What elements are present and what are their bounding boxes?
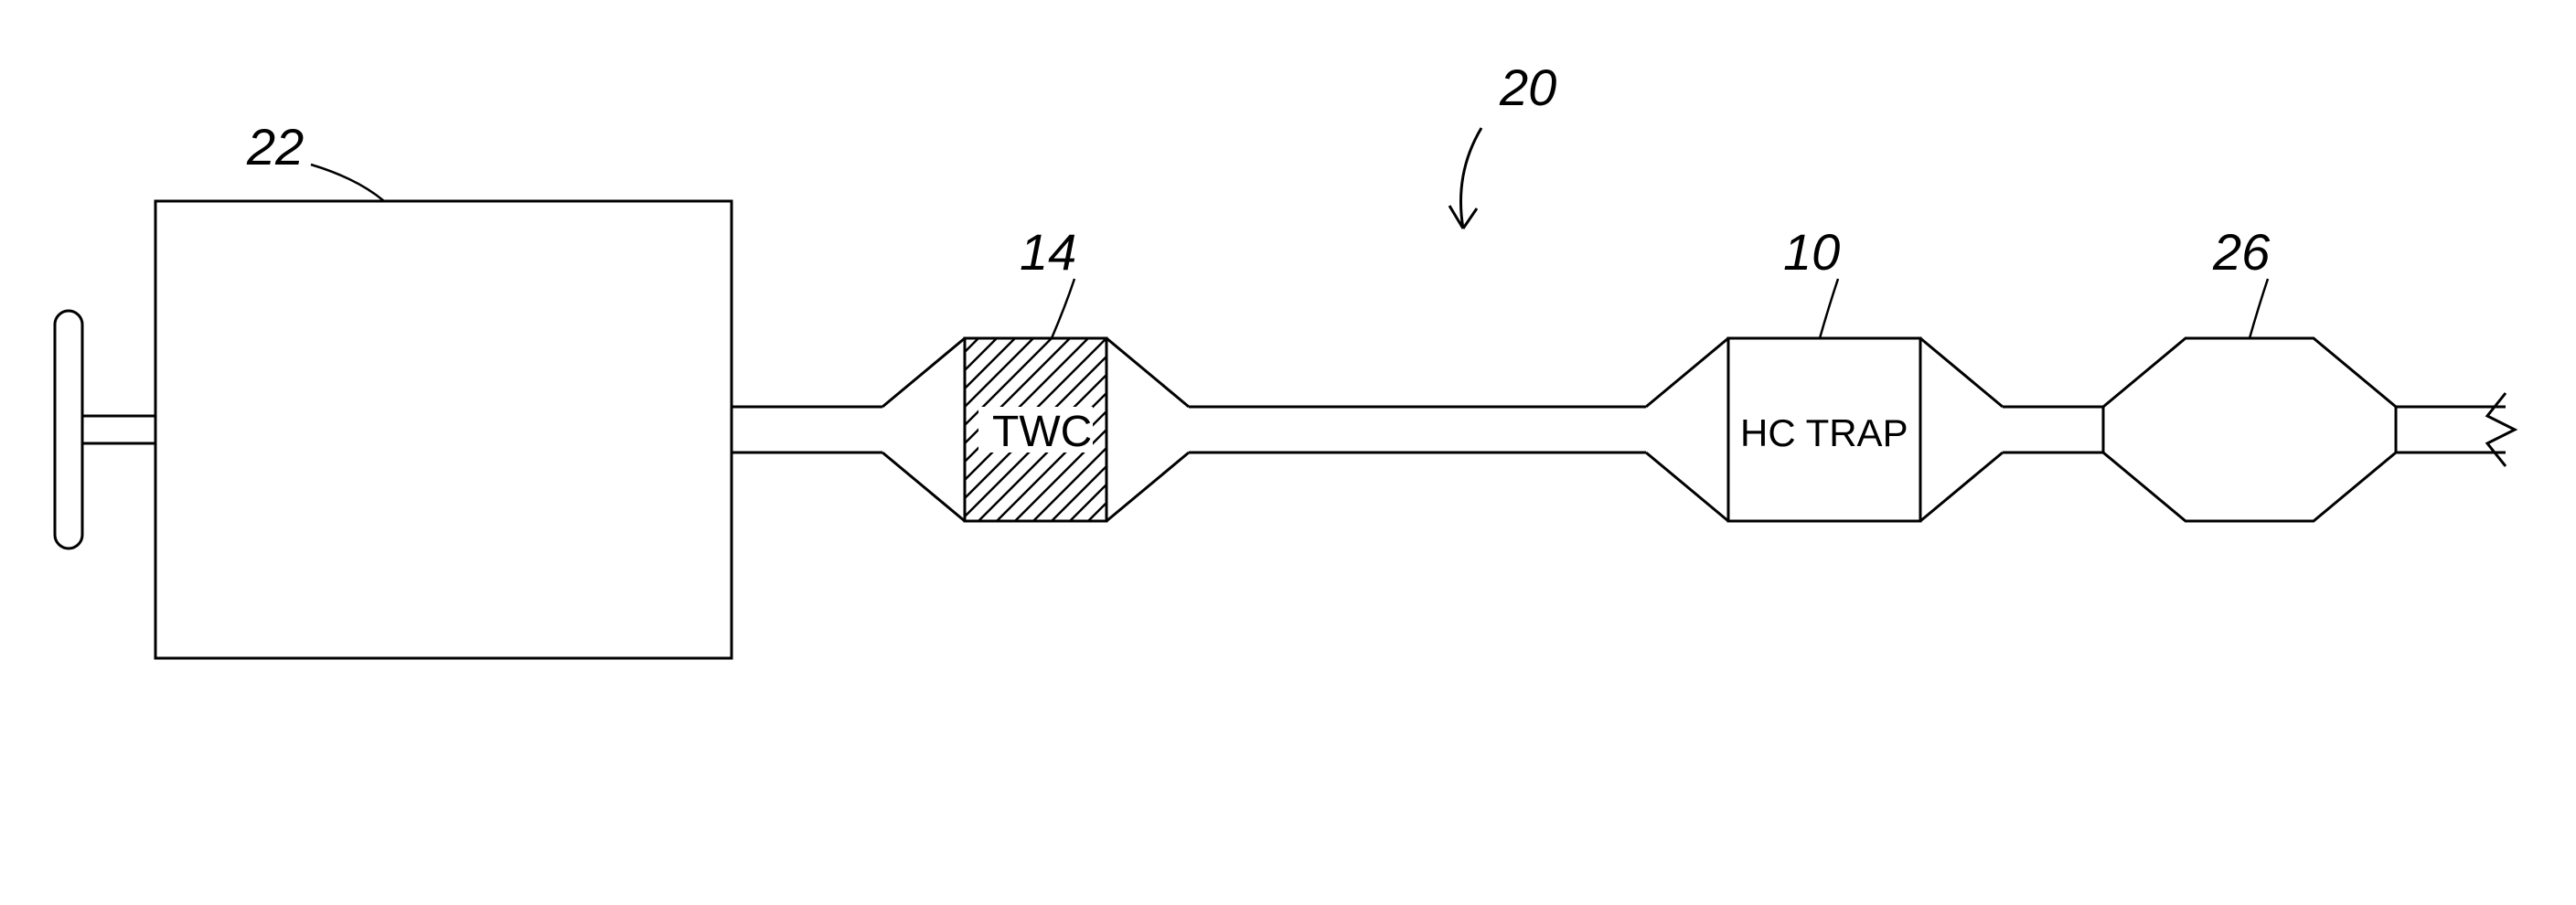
ref-14: 14 — [1020, 223, 1076, 281]
hctrap-label: HC TRAP — [1740, 411, 1908, 454]
twc-inlet-cone-top — [882, 338, 965, 407]
twc-inlet-cone-bottom — [882, 452, 965, 521]
twc-outlet-cone-top — [1106, 338, 1189, 407]
ref-26: 26 — [2212, 223, 2271, 281]
ref-20-arrow — [1461, 128, 1482, 229]
ref-20: 20 — [1499, 59, 1556, 116]
diagram-svg: 20 22 14 10 26 TWC HC TRAP — [0, 0, 2576, 900]
ref-10: 10 — [1783, 223, 1840, 281]
ref-14-leader — [1052, 279, 1074, 338]
engine-flywheel — [55, 311, 82, 548]
hctrap-inlet-cone-top — [1646, 338, 1728, 407]
twc-outlet-cone-bottom — [1106, 452, 1189, 521]
twc-label: TWC — [992, 408, 1092, 456]
exhaust-diagram: 20 22 14 10 26 TWC HC TRAP — [0, 0, 2576, 900]
break-mark — [2487, 393, 2515, 466]
ref-10-leader — [1820, 279, 1838, 338]
hctrap-outlet-cone-bottom — [1920, 452, 2003, 521]
hctrap-outlet-cone-top — [1920, 338, 2003, 407]
ref-26-leader — [2250, 279, 2268, 338]
muffler-body — [2103, 338, 2396, 521]
engine-body — [155, 201, 732, 658]
ref-22-leader — [311, 165, 384, 201]
hctrap-inlet-cone-bottom — [1646, 452, 1728, 521]
ref-22: 22 — [246, 118, 304, 176]
